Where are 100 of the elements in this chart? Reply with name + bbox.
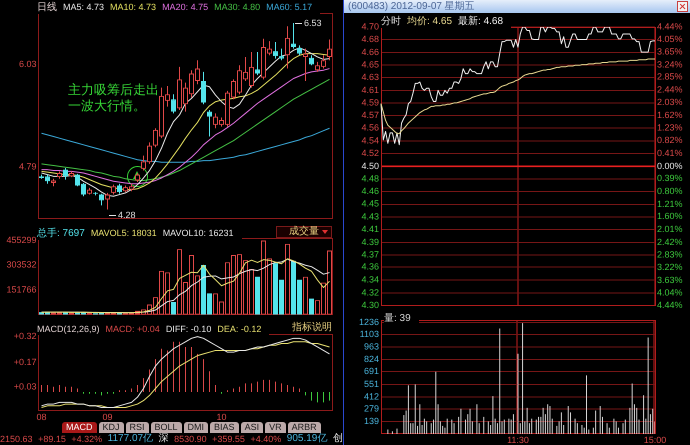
y-tick-label: 4.57 xyxy=(361,110,379,120)
text: MA20: 4.75 xyxy=(162,2,208,12)
y2-tick-label: 4.44% xyxy=(657,300,683,310)
text: 指标说明 xyxy=(292,322,332,334)
chart-title: 日线 xyxy=(37,2,57,13)
y-tick-label: 4.41 xyxy=(361,224,379,234)
y-tick-label: 4.66 xyxy=(361,46,379,57)
series-label: MACD: +0.04 xyxy=(106,324,160,334)
y-tick-label: 4.63 xyxy=(361,72,379,82)
y-tick-label: 4.59 xyxy=(361,97,379,108)
y-tick-label: +0.03 xyxy=(14,381,36,392)
chart-title: MACD(12,26,9) xyxy=(37,324,100,334)
y2-tick-label: 3.24% xyxy=(657,59,683,70)
y-tick-label: 4.52 xyxy=(361,148,379,158)
text: MA60: 5.17 xyxy=(266,2,312,12)
y2-tick-label: 0.80% xyxy=(657,186,683,196)
chart-title: (600483) 2012-09-07 星期五 xyxy=(348,0,475,13)
text: MAVOL10: 16231 xyxy=(162,228,234,238)
annotation: 6.53 xyxy=(304,17,322,29)
x-tick-label: 08 xyxy=(36,412,47,422)
y-tick-label: 551 xyxy=(364,378,379,389)
y-tick-label: 4.70 xyxy=(361,21,379,32)
y-tick-label: 1236 xyxy=(358,317,379,328)
y2-tick-label: 3.22% xyxy=(657,262,683,272)
y-tick-label: 4.43 xyxy=(361,211,379,222)
y2-tick-label: 2.85% xyxy=(657,72,683,82)
y-tick-label: +0.32 xyxy=(14,331,36,342)
y2-tick-label: 2.44% xyxy=(657,84,683,94)
y2-tick-label: 1.60% xyxy=(657,211,683,222)
y2-tick-label: 3.63% xyxy=(657,274,683,285)
y-tick-label: 4.79 xyxy=(18,162,36,172)
y-tick-label: 4.30 xyxy=(361,300,379,310)
series-label: DEA: -0.12 xyxy=(217,324,262,334)
y-tick-label: 1103 xyxy=(360,329,379,340)
x-tick-label: 11:30 xyxy=(507,435,529,445)
y-tick-label: 4.32 xyxy=(361,287,379,298)
y2-tick-label: 0.82% xyxy=(657,135,683,146)
text: 均价: 4.65 xyxy=(407,16,452,27)
y-tick-label: 4.46 xyxy=(361,186,379,196)
y-tick-label: 455299 xyxy=(6,234,36,245)
y2-tick-label: 2.83% xyxy=(657,249,683,260)
y-tick-label: 4.48 xyxy=(361,173,379,184)
y-tick-label: 303532 xyxy=(6,260,36,270)
y-tick-label: 4.37 xyxy=(361,249,379,260)
text: +89.15 xyxy=(38,433,66,445)
y2-tick-label: 2.03% xyxy=(657,97,683,108)
x-tick-label: 15:00 xyxy=(644,435,666,445)
y2-tick-label: 4.44% xyxy=(657,21,683,32)
y-tick-label: 691 xyxy=(364,366,379,376)
y2-tick-label: 4.05% xyxy=(657,34,683,44)
annotation: 主力吸筹后走出一波大行情。 xyxy=(68,82,160,114)
y-tick-label: 139 xyxy=(364,416,379,426)
y-tick-label: 4.68 xyxy=(361,34,379,44)
text: RSI xyxy=(126,422,149,433)
y-tick-label: 279 xyxy=(364,403,379,414)
series-label: DIFF: -0.10 xyxy=(166,324,212,334)
y-tick-label: 151766 xyxy=(6,284,36,294)
text: BIAS xyxy=(210,422,239,433)
y2-tick-label: 1.23% xyxy=(657,122,683,132)
y2-tick-label: 0.39% xyxy=(657,173,683,184)
y-tick-label: 4.45 xyxy=(361,198,379,209)
y-tick-label: 4.54 xyxy=(361,135,379,146)
y-tick-label: 963 xyxy=(364,342,379,352)
annotation: 4.28 xyxy=(118,209,136,221)
y-tick-label: 4.56 xyxy=(361,122,379,132)
text: BOLL xyxy=(150,422,182,433)
y-tick-label: 824 xyxy=(364,354,379,364)
text: 创 xyxy=(332,433,343,445)
text: KDJ xyxy=(98,422,124,433)
y-tick-label: 6.03 xyxy=(18,58,36,69)
x-tick-label: 09 xyxy=(102,412,113,422)
text: DMI xyxy=(184,422,208,433)
title-bar: (600483) 2012-09-07 星期五 xyxy=(344,0,690,13)
y-tick-label: 4.36 xyxy=(361,262,379,272)
y2-tick-label: 1.62% xyxy=(657,110,683,120)
text: MA5: 4.73 xyxy=(63,2,104,12)
text: MACD xyxy=(62,422,96,433)
y2-tick-label: 0.00% xyxy=(657,160,683,171)
y-tick-label: 412 xyxy=(364,391,379,402)
y2-tick-label: 4.04% xyxy=(657,287,683,298)
text: MA30: 4.80 xyxy=(214,2,260,12)
y-tick-label: +0.17 xyxy=(14,357,36,368)
text: 1177.07亿 xyxy=(108,433,154,445)
text: MA10: 4.73 xyxy=(110,2,156,12)
y2-tick-label: 3.65% xyxy=(657,46,683,56)
text: 905.19亿 xyxy=(286,433,328,445)
text: ASI xyxy=(240,422,264,433)
text: ARBR xyxy=(288,422,321,433)
y-tick-label: 4.61 xyxy=(361,84,379,95)
y2-tick-label: 0.41% xyxy=(657,148,683,158)
text: 量: 39 xyxy=(384,313,411,324)
text: 总手: 7697 xyxy=(37,228,85,239)
chart-subtitle: 分时 xyxy=(381,16,401,27)
y-tick-label: 4.50 xyxy=(361,160,379,171)
text: +4.32% xyxy=(71,433,102,445)
text: MAVOL5: 18031 xyxy=(90,228,157,238)
y2-tick-label: 1.21% xyxy=(657,198,683,209)
y-tick-label: 4.39 xyxy=(361,236,379,247)
y-tick-label: 4.34 xyxy=(361,274,379,285)
text: +4.40% xyxy=(250,433,282,445)
